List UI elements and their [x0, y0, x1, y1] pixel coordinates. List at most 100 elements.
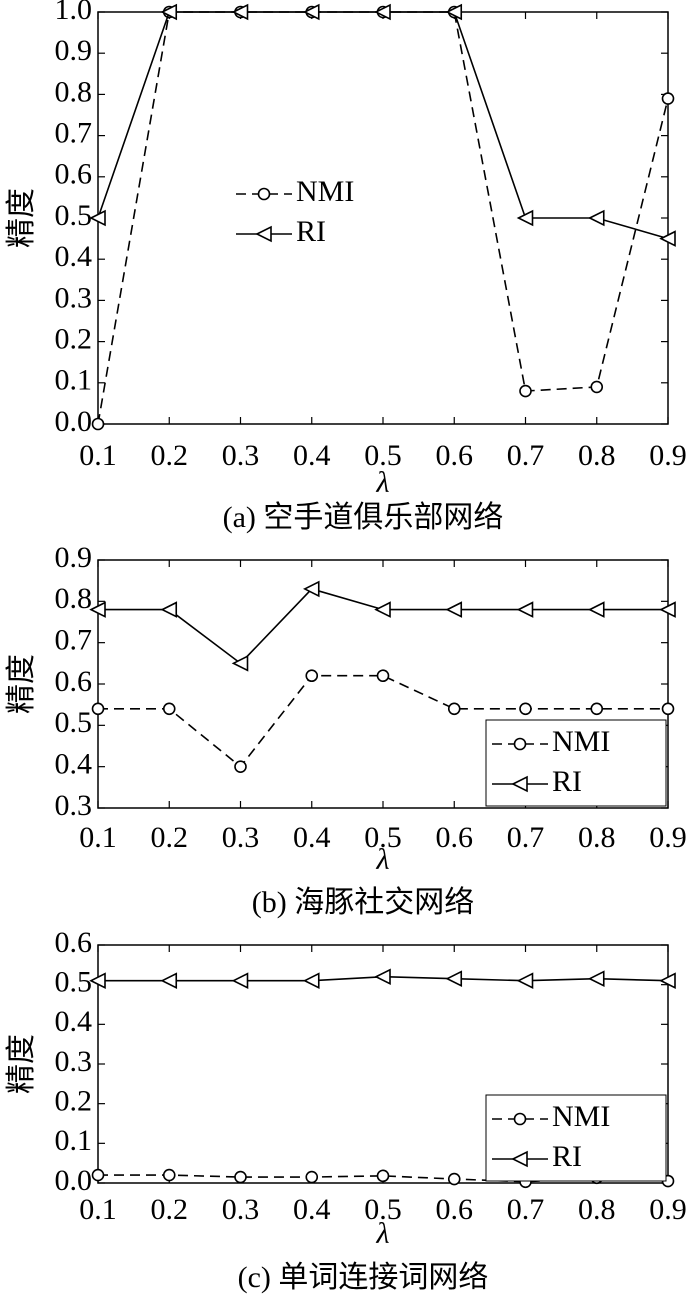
x-tick-label: 0.3 — [222, 439, 260, 472]
marker — [661, 702, 675, 716]
y-tick-label: 0.5 — [55, 706, 93, 739]
x-tick-label: 0.9 — [649, 821, 687, 854]
legend-marker — [513, 737, 527, 751]
marker — [587, 209, 605, 227]
x-tick-label: 0.7 — [507, 821, 545, 854]
marker — [376, 1169, 390, 1183]
y-tick-label: 0.8 — [55, 582, 93, 615]
marker — [447, 702, 461, 716]
x-axis-label: λ — [376, 1217, 390, 1250]
marker — [160, 601, 178, 618]
marker — [516, 972, 534, 989]
legend-box — [485, 1094, 667, 1182]
marker — [302, 580, 320, 598]
legend-label: NMI — [552, 725, 610, 758]
x-tick-label: 0.6 — [436, 821, 474, 854]
x-tick-label: 0.5 — [364, 1193, 402, 1226]
marker — [234, 760, 247, 773]
x-tick-label: 0.7 — [507, 439, 545, 472]
marker — [516, 209, 534, 227]
caption: (a) 空手道俱乐部网络 — [223, 501, 504, 534]
marker — [231, 655, 249, 672]
y-tick-label: 0.2 — [55, 1085, 93, 1118]
y-tick-label: 0.4 — [55, 240, 93, 273]
y-tick-label: 0.3 — [55, 789, 93, 822]
x-tick-label: 0.1 — [79, 821, 117, 854]
marker — [376, 669, 390, 683]
legend-marker — [513, 1112, 527, 1126]
legend-label: RI — [296, 215, 326, 248]
x-tick-label: 0.4 — [293, 1193, 331, 1226]
marker — [590, 702, 604, 716]
marker — [162, 702, 176, 716]
marker — [659, 601, 676, 618]
x-tick-label: 0.1 — [79, 439, 117, 472]
series-line — [98, 588, 668, 665]
y-tick-label: 0.6 — [55, 665, 93, 698]
y-axis-label: 精度 — [5, 1034, 38, 1094]
x-tick-label: 0.5 — [364, 439, 402, 472]
legend-label: RI — [552, 765, 582, 798]
y-axis-label: 精度 — [5, 654, 38, 714]
y-axis-label: 精度 — [5, 188, 38, 248]
x-tick-label: 0.5 — [364, 821, 402, 854]
caption: (b) 海豚社交网络 — [252, 886, 474, 919]
x-tick-label: 0.3 — [222, 821, 260, 854]
marker — [305, 669, 319, 683]
x-tick-label: 0.4 — [293, 439, 331, 472]
marker — [445, 3, 463, 21]
marker — [445, 970, 463, 988]
legend-label: RI — [552, 1140, 582, 1173]
y-tick-label: 0.6 — [55, 158, 93, 191]
legend-marker — [511, 775, 528, 793]
legend-box — [230, 170, 410, 256]
marker — [160, 3, 178, 21]
y-tick-label: 0.5 — [55, 199, 93, 232]
series-line — [98, 674, 668, 768]
marker — [659, 972, 676, 989]
marker — [305, 1170, 319, 1184]
marker — [160, 972, 178, 989]
marker — [91, 1168, 105, 1182]
marker — [445, 601, 463, 618]
y-tick-label: 0.4 — [55, 748, 93, 781]
x-tick-label: 0.6 — [436, 1193, 474, 1226]
y-tick-label: 0.6 — [55, 926, 93, 959]
x-tick-label: 0.6 — [436, 439, 474, 472]
y-tick-label: 1.0 — [55, 0, 93, 26]
marker — [374, 3, 391, 21]
marker — [659, 230, 676, 247]
y-tick-label: 0.7 — [55, 116, 93, 149]
x-axis-label: λ — [376, 843, 390, 876]
marker — [89, 209, 106, 227]
marker — [231, 3, 249, 21]
marker — [302, 972, 320, 989]
y-tick-label: 0.5 — [55, 966, 93, 999]
marker — [91, 417, 105, 431]
y-tick-label: 0.0 — [55, 1164, 93, 1197]
x-tick-label: 0.2 — [151, 439, 189, 472]
x-tick-label: 0.8 — [578, 1193, 616, 1226]
x-tick-label: 0.7 — [507, 1193, 545, 1226]
y-tick-label: 0.4 — [55, 1005, 93, 1038]
marker — [89, 601, 106, 618]
legend-marker — [257, 187, 271, 201]
marker — [234, 1170, 247, 1184]
x-tick-label: 0.2 — [151, 1193, 189, 1226]
legend-marker — [511, 1150, 528, 1168]
x-tick-label: 0.9 — [649, 439, 687, 472]
y-tick-label: 0.1 — [55, 1124, 93, 1157]
marker — [587, 601, 605, 618]
x-tick-label: 0.8 — [578, 439, 616, 472]
x-tick-label: 0.4 — [293, 821, 331, 854]
legend-box — [485, 719, 667, 807]
marker — [590, 380, 604, 394]
x-tick-label: 0.1 — [79, 1193, 117, 1226]
marker — [89, 972, 106, 989]
marker — [374, 601, 391, 618]
marker — [516, 601, 534, 618]
y-tick-label: 0.1 — [55, 364, 93, 397]
legend-label: NMI — [296, 175, 354, 208]
y-tick-label: 0.2 — [55, 322, 93, 355]
